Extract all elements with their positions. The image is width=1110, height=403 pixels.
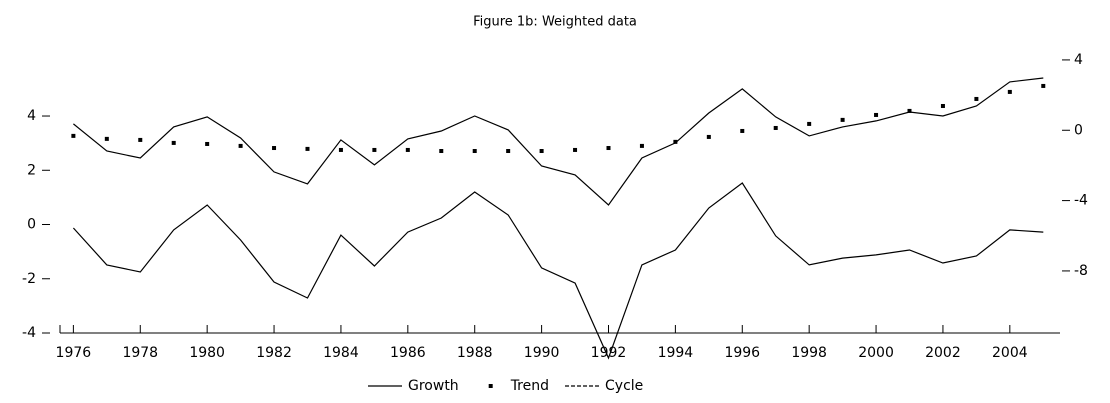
trend-dot (573, 147, 578, 152)
legend-label: Growth (408, 378, 459, 394)
x-tick-label: 1982 (256, 345, 292, 361)
x-tick-label: 1984 (323, 345, 359, 361)
y2-tick-label: 0 (1074, 122, 1083, 138)
y-tick-label: 2 (27, 162, 36, 178)
trend-dot (773, 125, 778, 130)
trend-dot (740, 128, 745, 133)
trend-dot (1007, 89, 1012, 94)
x-tick-label: 1986 (390, 345, 426, 361)
y-tick-label: 0 (27, 217, 36, 233)
legend-label: Cycle (605, 378, 643, 394)
y-tick-label: -4 (22, 325, 36, 341)
x-tick-label: 1990 (524, 345, 560, 361)
x-tick-label: 1992 (591, 345, 627, 361)
trend-dot (171, 140, 176, 145)
trend-dot (439, 149, 444, 154)
trend-dot (372, 147, 377, 152)
x-tick-label: 1994 (658, 345, 694, 361)
legend-swatch (488, 384, 493, 388)
trend-dot (907, 108, 912, 113)
series-line (73, 77, 1044, 206)
x-tick-label: 1976 (56, 345, 92, 361)
trend-dot (238, 143, 243, 148)
trend-dot (639, 143, 644, 148)
trend-dot (840, 117, 845, 122)
x-tick-label: 1998 (791, 345, 827, 361)
x-tick-label: 2000 (858, 345, 894, 361)
x-tick-label: 1978 (122, 345, 158, 361)
trend-dot (706, 134, 711, 139)
y-tick-label: -2 (22, 271, 36, 287)
trend-dot (506, 149, 511, 154)
legend-label: Trend (510, 378, 549, 394)
trend-dot (539, 149, 544, 154)
chart-title: Figure 1b: Weighted data (473, 15, 637, 30)
trend-dot (807, 121, 812, 126)
series-line (72, 182, 1044, 360)
trend-dot (405, 147, 410, 152)
trend-dot (673, 139, 678, 144)
trend-dot (272, 146, 277, 151)
x-tick-label: 2002 (925, 345, 961, 361)
y2-tick-label: -4 (1074, 193, 1088, 209)
y2-tick-label: 4 (1074, 52, 1083, 68)
x-tick-label: 1988 (457, 345, 493, 361)
trend-dot (974, 96, 979, 101)
y2-tick-label: -8 (1074, 263, 1088, 279)
trend-dot (940, 103, 945, 108)
x-tick-label: 1980 (189, 345, 225, 361)
trend-dot (138, 137, 143, 142)
y-tick-label: 4 (27, 108, 36, 124)
trend-dot (338, 147, 343, 152)
trend-dot (1041, 83, 1046, 88)
trend-dot (606, 146, 611, 151)
trend-dot (205, 141, 210, 146)
x-tick-label: 2004 (992, 345, 1028, 361)
trend-dot (305, 146, 310, 151)
trend-dot (472, 149, 477, 154)
trend-dot (104, 136, 109, 141)
trend-dot (874, 112, 879, 117)
trend-dot (71, 133, 76, 138)
x-tick-label: 1996 (724, 345, 760, 361)
